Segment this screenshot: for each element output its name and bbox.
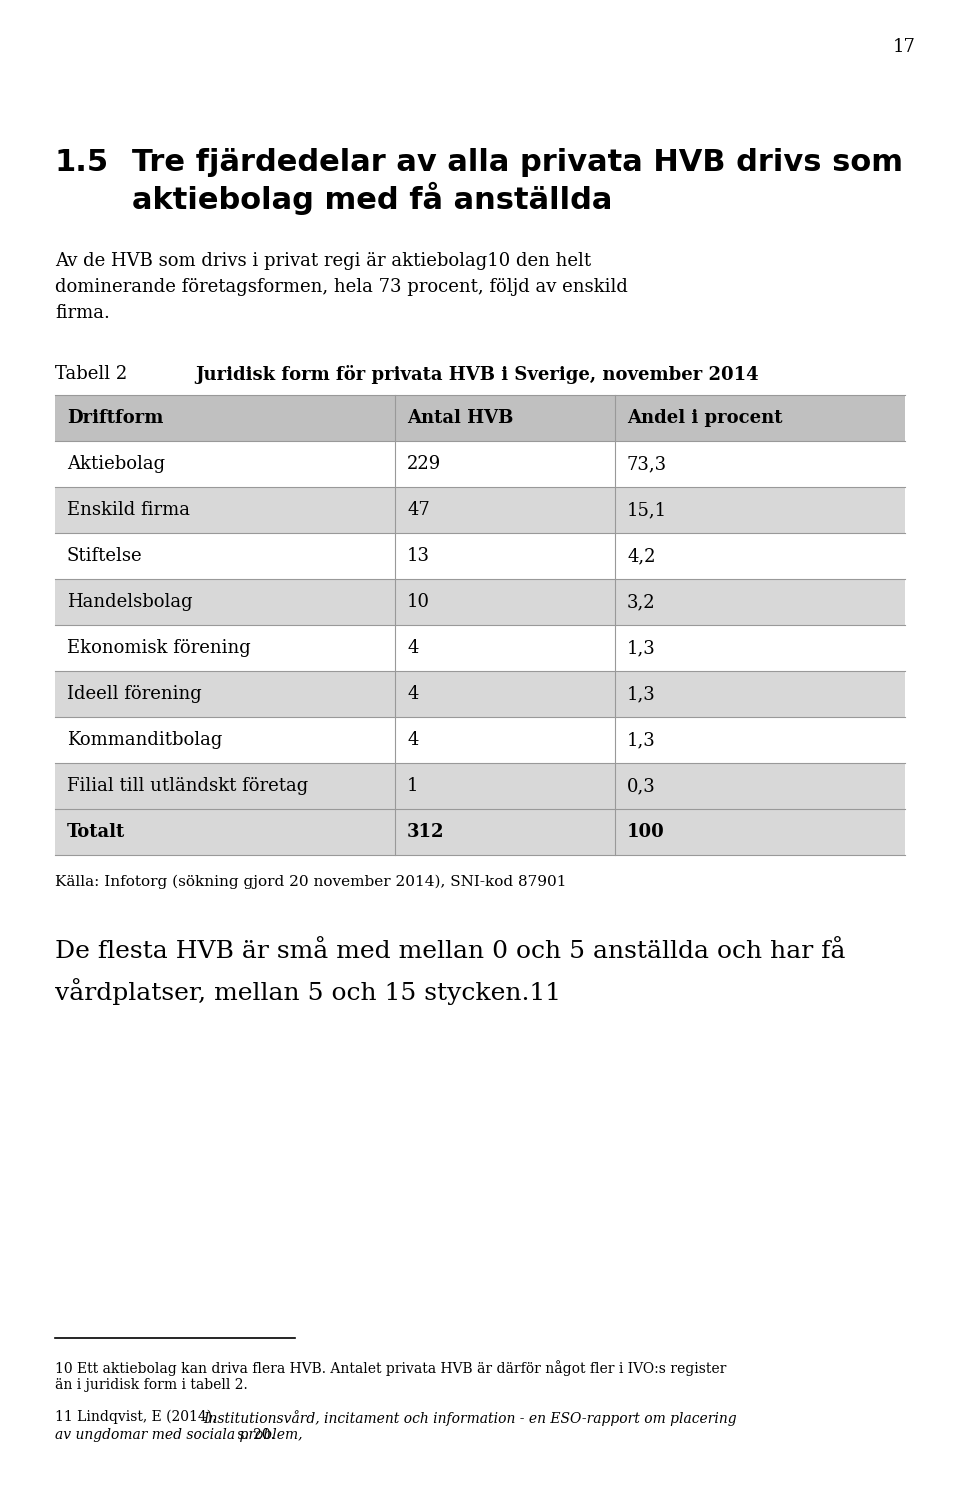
Text: Aktiebolag: Aktiebolag — [67, 455, 165, 473]
Bar — [55, 717, 905, 763]
Text: 10: 10 — [407, 592, 430, 610]
Text: Juridisk form för privata HVB i Sverige, november 2014: Juridisk form för privata HVB i Sverige,… — [195, 365, 758, 384]
Bar — [55, 809, 905, 854]
Text: Antal HVB: Antal HVB — [407, 408, 514, 426]
Text: Tabell 2: Tabell 2 — [55, 365, 128, 383]
Text: 1,3: 1,3 — [627, 686, 656, 702]
Text: av ungdomar med sociala problem,: av ungdomar med sociala problem, — [55, 1429, 302, 1442]
Text: Tre fjärdedelar av alla privata HVB drivs som: Tre fjärdedelar av alla privata HVB driv… — [132, 148, 903, 176]
Text: 47: 47 — [407, 500, 430, 518]
Text: 312: 312 — [407, 823, 444, 841]
Text: 10 Ett aktiebolag kan driva flera HVB. Antalet privata HVB är därför något fler : 10 Ett aktiebolag kan driva flera HVB. A… — [55, 1359, 727, 1376]
Text: 4: 4 — [407, 731, 419, 749]
Text: Totalt: Totalt — [67, 823, 125, 841]
Text: Handelsbolag: Handelsbolag — [67, 592, 193, 610]
Bar — [55, 533, 905, 579]
Text: Stiftelse: Stiftelse — [67, 547, 143, 565]
Text: Källa: Infotorg (sökning gjord 20 november 2014), SNI-kod 87901: Källa: Infotorg (sökning gjord 20 novemb… — [55, 876, 566, 889]
Text: 100: 100 — [627, 823, 664, 841]
Text: De flesta HVB är små med mellan 0 och 5 anställda och har få: De flesta HVB är små med mellan 0 och 5 … — [55, 940, 846, 963]
Text: 15,1: 15,1 — [627, 500, 667, 518]
Bar — [55, 487, 905, 533]
Text: Institutionsvård, incitament och information - en ESO-rapport om placering: Institutionsvård, incitament och informa… — [203, 1411, 736, 1426]
Text: Ekonomisk förening: Ekonomisk förening — [67, 639, 251, 657]
Text: dominerande företagsformen, hela 73 procent, följd av enskild: dominerande företagsformen, hela 73 proc… — [55, 277, 628, 295]
Text: Driftform: Driftform — [67, 408, 163, 426]
Text: 73,3: 73,3 — [627, 455, 667, 473]
Text: vårdplatser, mellan 5 och 15 stycken.11: vårdplatser, mellan 5 och 15 stycken.11 — [55, 978, 561, 1005]
Text: Av de HVB som drivs i privat regi är aktiebolag10 den helt: Av de HVB som drivs i privat regi är akt… — [55, 252, 591, 270]
Text: 4: 4 — [407, 639, 419, 657]
Bar — [55, 579, 905, 625]
Text: 11 Lindqvist, E (2014),: 11 Lindqvist, E (2014), — [55, 1411, 221, 1424]
Text: aktiebolag med få anställda: aktiebolag med få anställda — [132, 182, 612, 216]
Text: 4,2: 4,2 — [627, 547, 656, 565]
Text: 1,3: 1,3 — [627, 731, 656, 749]
Text: Enskild firma: Enskild firma — [67, 500, 190, 518]
Bar — [55, 763, 905, 809]
Text: Andel i procent: Andel i procent — [627, 408, 782, 426]
Bar — [55, 625, 905, 671]
Bar — [55, 671, 905, 717]
Text: Ideell förening: Ideell förening — [67, 686, 202, 702]
Text: s. 20.: s. 20. — [233, 1429, 275, 1442]
Text: 3,2: 3,2 — [627, 592, 656, 610]
Text: firma.: firma. — [55, 304, 109, 322]
Text: 1.5: 1.5 — [55, 148, 109, 176]
Text: Filial till utländskt företag: Filial till utländskt företag — [67, 778, 308, 796]
Bar — [55, 395, 905, 442]
Text: 0,3: 0,3 — [627, 778, 656, 796]
Text: 13: 13 — [407, 547, 430, 565]
Text: 1: 1 — [407, 778, 419, 796]
Bar — [55, 442, 905, 487]
Text: än i juridisk form i tabell 2.: än i juridisk form i tabell 2. — [55, 1377, 248, 1392]
Text: 229: 229 — [407, 455, 442, 473]
Text: 17: 17 — [893, 38, 916, 56]
Text: 4: 4 — [407, 686, 419, 702]
Text: Kommanditbolag: Kommanditbolag — [67, 731, 223, 749]
Text: 1,3: 1,3 — [627, 639, 656, 657]
